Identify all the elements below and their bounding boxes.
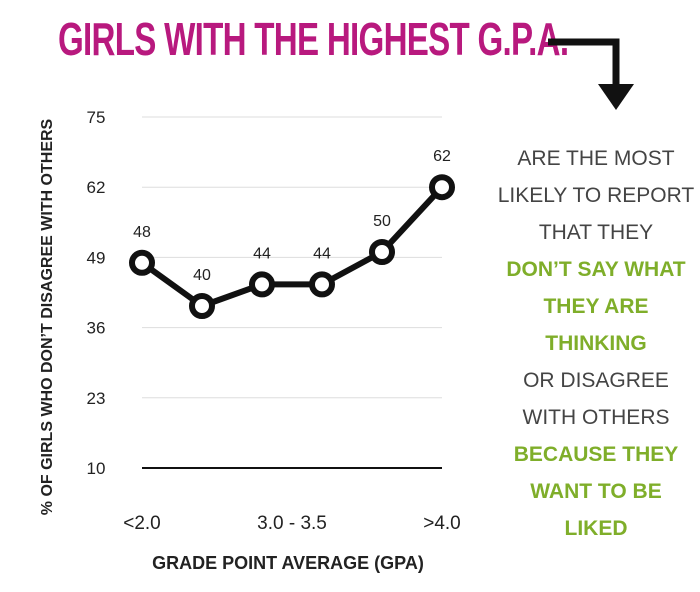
x-axis-label: GRADE POINT AVERAGE (GPA)	[152, 553, 424, 573]
y-tick-label: 10	[87, 459, 106, 478]
y-axis-ticks: 75 62 49 36 23 10	[87, 108, 106, 478]
annotation-line: DON’T SAY WHAT	[506, 258, 686, 281]
annotation-line: LIKELY TO REPORT	[497, 184, 695, 207]
series-line	[139, 184, 445, 309]
data-labels: 48 40 44 44 50 62	[133, 148, 451, 284]
annotation-line: LIKED	[564, 517, 628, 540]
data-label: 48	[133, 224, 151, 241]
annotation-line: OR DISAGREE	[523, 369, 669, 392]
x-tick-label: >4.0	[423, 513, 461, 534]
data-label: 62	[433, 148, 451, 165]
annotation-line: WANT TO BE	[530, 480, 662, 503]
annotation-line: THINKING	[545, 332, 647, 355]
y-tick-label: 62	[87, 178, 106, 197]
data-point	[309, 271, 335, 298]
data-label: 50	[373, 213, 391, 230]
y-tick-label: 49	[87, 248, 106, 267]
y-axis-label: % OF GIRLS WHO DON’T DISAGREE WITH OTHER…	[39, 118, 56, 515]
annotation-line: THEY ARE	[543, 295, 649, 318]
x-tick-label: <2.0	[123, 513, 161, 534]
data-point	[249, 271, 275, 298]
data-point	[189, 293, 215, 319]
data-label: 44	[253, 245, 271, 262]
data-label: 44	[313, 245, 331, 262]
data-point	[129, 249, 155, 276]
data-points	[129, 174, 455, 319]
annotation-line: ARE THE MOST	[517, 147, 675, 170]
line-chart: 75 62 49 36 23 10 <2.0 3.0 - 3.5 >4.0 48 40 44 44 5…	[39, 108, 461, 573]
gridlines	[142, 116, 442, 469]
data-point	[429, 174, 455, 201]
y-tick-label: 23	[87, 389, 106, 408]
arrow-icon	[548, 38, 634, 110]
x-axis-ticks: <2.0 3.0 - 3.5 >4.0	[123, 513, 461, 534]
chart-title: GIRLS WITH THE HIGHEST G.P.A.	[58, 13, 569, 65]
annotation-line: BECAUSE THEY	[513, 443, 679, 466]
annotation-line: WITH OTHERS	[522, 406, 670, 429]
data-point	[369, 239, 395, 265]
y-tick-label: 75	[87, 108, 106, 127]
annotation-text: ARE THE MOST LIKELY TO REPORT THAT THEY DON…	[496, 140, 696, 547]
annotation-line: THAT THEY	[538, 221, 654, 244]
x-tick-label: 3.0 - 3.5	[257, 513, 327, 534]
data-label: 40	[193, 267, 211, 284]
y-tick-label: 36	[87, 319, 106, 338]
